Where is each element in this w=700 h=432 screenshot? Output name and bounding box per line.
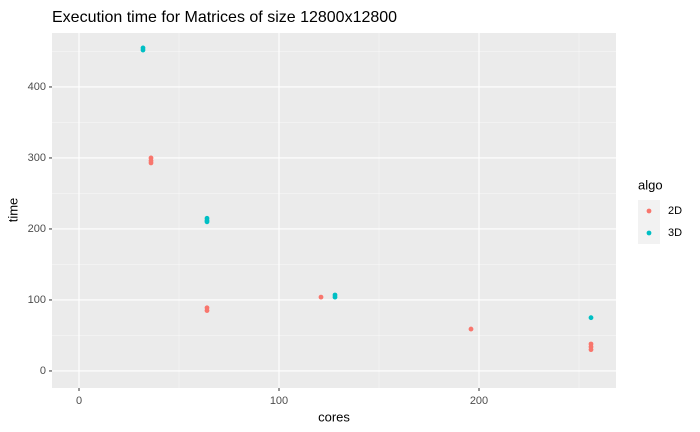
y-tick-label: 400 xyxy=(28,81,46,93)
y-tick-label: 200 xyxy=(28,223,46,235)
legend-label: 3D xyxy=(668,227,682,239)
point xyxy=(140,47,146,53)
x-tick-label: 0 xyxy=(76,395,82,407)
y-axis-label: time xyxy=(5,198,20,223)
point xyxy=(204,308,210,314)
point xyxy=(468,326,474,332)
point xyxy=(148,160,154,166)
x-tick-label: 100 xyxy=(270,395,288,407)
legend-label: 2D xyxy=(668,205,682,217)
point xyxy=(204,219,210,225)
chart-title: Execution time for Matrices of size 1280… xyxy=(52,9,397,26)
point xyxy=(332,294,338,300)
point xyxy=(588,315,594,321)
point xyxy=(318,294,324,300)
x-tick-label: 200 xyxy=(470,395,488,407)
legend-marker xyxy=(646,230,652,236)
legend-marker xyxy=(646,208,652,214)
y-tick-label: 0 xyxy=(40,365,46,377)
panel xyxy=(52,33,616,388)
y-tick-label: 100 xyxy=(28,294,46,306)
x-axis-label: cores xyxy=(318,409,350,424)
legend-title: algo xyxy=(638,177,663,192)
point xyxy=(588,347,594,353)
y-tick-label: 300 xyxy=(28,152,46,164)
